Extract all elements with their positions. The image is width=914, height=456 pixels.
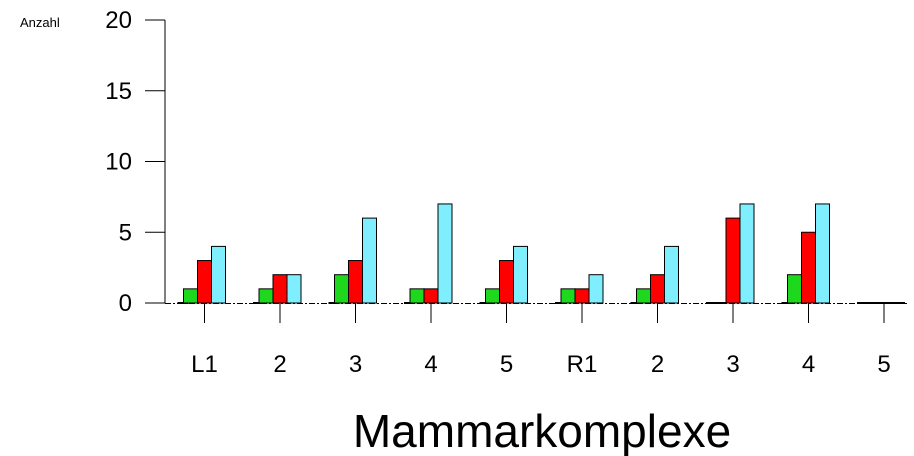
x-tick-label: 3 xyxy=(726,351,739,378)
bar xyxy=(636,288,651,304)
bar xyxy=(437,203,453,304)
x-tick-label: 5 xyxy=(877,351,890,378)
y-tick-label: 5 xyxy=(119,219,132,246)
bar xyxy=(801,231,816,304)
x-tick-label: 4 xyxy=(802,351,815,378)
bar xyxy=(423,288,439,304)
bars xyxy=(177,203,905,304)
bar xyxy=(362,217,377,304)
bar xyxy=(334,274,349,304)
x-tick-label: 5 xyxy=(500,351,513,378)
bar xyxy=(286,274,302,304)
bar xyxy=(739,203,755,304)
x-tick-label: R1 xyxy=(567,351,598,378)
bar xyxy=(560,288,576,304)
bar xyxy=(650,274,665,304)
x-axis-label: Mammarkomplexe xyxy=(353,405,731,456)
y-ticks: 0 5 10 15 20 xyxy=(105,7,165,317)
bar xyxy=(787,274,802,304)
bar xyxy=(588,274,604,304)
bar xyxy=(211,245,226,304)
bar xyxy=(258,288,274,304)
bar xyxy=(409,288,425,304)
bar xyxy=(183,288,198,304)
y-axis-label: Anzahl xyxy=(20,15,60,30)
bar xyxy=(272,274,288,304)
bar xyxy=(815,203,830,304)
y-tick-label: 0 xyxy=(119,290,132,317)
bar xyxy=(513,245,528,304)
y-tick-label: 10 xyxy=(105,149,132,176)
bar xyxy=(725,217,741,304)
y-tick-label: 15 xyxy=(105,78,132,105)
bar xyxy=(348,260,363,304)
x-tick-label: 2 xyxy=(651,351,664,378)
x-tick-label: 2 xyxy=(273,351,286,378)
bar xyxy=(499,260,514,304)
axes xyxy=(164,20,908,304)
x-tick-label: 3 xyxy=(349,351,362,378)
bar xyxy=(485,288,500,304)
x-tick-label: L1 xyxy=(191,351,218,378)
bar xyxy=(664,245,679,304)
bar xyxy=(574,288,590,304)
y-tick-label: 20 xyxy=(105,7,132,34)
x-ticks: L1 2 3 4 5 R1 2 3 4 5 xyxy=(191,303,891,378)
bar xyxy=(197,260,212,304)
x-tick-label: 4 xyxy=(424,351,437,378)
